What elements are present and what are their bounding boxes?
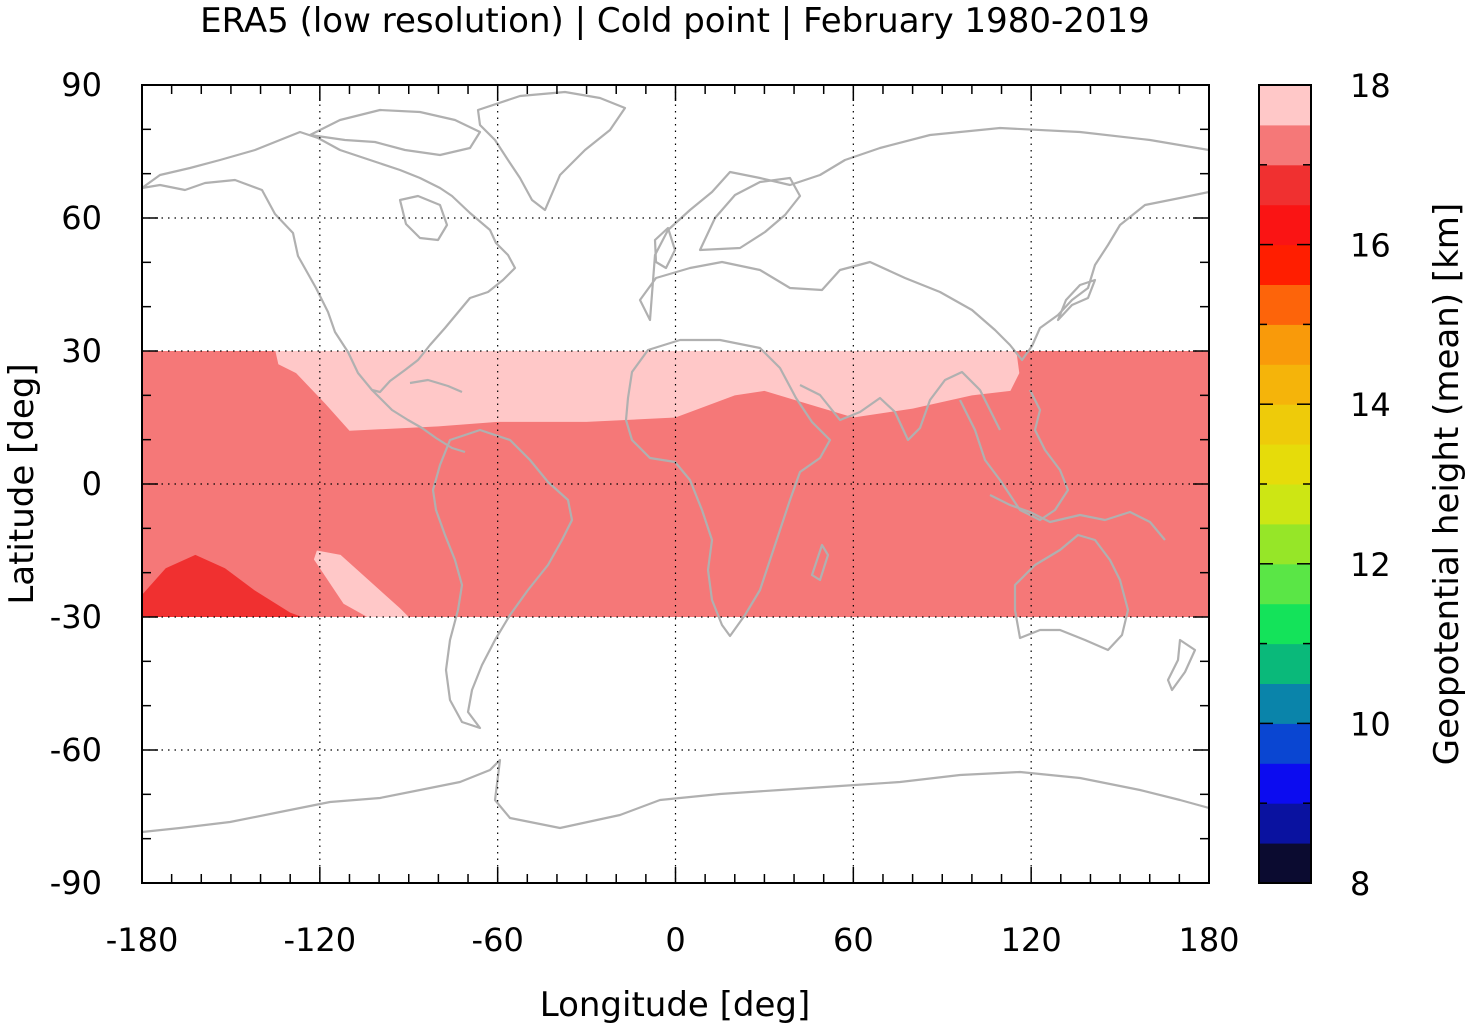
colorbar-swatch [1259,763,1311,804]
colorbar-swatch [1259,204,1311,246]
coastline-southeast-asia [959,389,1070,522]
colorbar-swatch [1259,284,1311,325]
x-tick-label: -180 [106,921,179,959]
coastline-africa [624,338,832,638]
colorbar-tick-label: 18 [1350,67,1391,105]
coastline-uk [653,226,677,270]
coastline-antarctica [142,758,1209,834]
coastline-indonesia [989,494,1166,541]
colorbar-swatch [1259,164,1311,206]
x-tick-label: -60 [472,921,524,959]
y-tick-labels: 90 60 30 0 -30 -60 -90 [50,66,102,902]
colorbar-tick-label: 14 [1350,386,1391,424]
coastline-scandinavia [698,176,802,252]
coastline-europe-asia [638,126,1209,362]
y-tick-label: 90 [61,66,102,104]
colorbar-swatch [1259,643,1311,684]
coastline-cuba [409,378,463,394]
coastline-new-zealand [1166,638,1197,692]
coastlines [142,90,1209,834]
colorbar-swatch [1259,124,1311,166]
colorbar-ticks [1259,84,1311,884]
colorbar-swatch [1259,85,1311,126]
coastline-arctic-islands [308,108,482,157]
coastline-arabia-india [799,370,1001,442]
coastline-south-america [431,428,574,730]
colorbar-tick-label: 16 [1350,227,1391,265]
x-tick-label: 180 [1178,921,1239,959]
colorbar-tick-labels: 8 10 12 14 16 18 [1350,67,1391,903]
colorbar-swatch [1259,683,1311,724]
heatmap-region-3 [142,554,303,617]
colorbar-swatch [1259,843,1311,884]
coastline-madagascar [810,543,830,582]
x-tick-labels: -180 -120 -60 0 60 120 180 [106,921,1240,959]
y-tick-label: 60 [61,199,102,237]
colorbar-label: Geopotential height (mean) [km] [1427,203,1467,765]
axis-ticks [141,84,1210,884]
coastline-north-america [142,130,517,394]
colorbar-swatch [1259,484,1311,525]
chart-title: ERA5 (low resolution) | Cold point | Feb… [200,1,1150,41]
y-axis-label: Latitude [deg] [2,363,42,604]
coastline-central-america [371,389,466,454]
colorbar [1259,85,1311,884]
colorbar-swatch [1259,444,1311,485]
x-tick-label: 60 [833,921,874,959]
y-tick-label: -60 [50,731,102,769]
coastline-greenland [476,90,627,212]
colorbar-swatch [1259,364,1311,405]
x-tick-label: 0 [665,921,685,959]
y-tick-label: -30 [50,598,102,636]
y-tick-label: 0 [82,465,102,503]
heatmap-region-2 [313,550,409,617]
colorbar-swatch [1259,244,1311,285]
colorbar-swatch [1259,723,1311,764]
colorbar-swatch [1259,404,1311,445]
y-tick-label: -90 [50,864,102,902]
colorbar-tick-label: 10 [1350,705,1391,743]
colorbar-tick-label: 12 [1350,546,1391,584]
colorbar-tick-label: 8 [1350,865,1370,903]
y-tick-label: 30 [61,332,102,370]
colorbar-swatch [1259,563,1311,605]
colorbar-swatch [1259,523,1311,565]
colorbar-swatch [1259,803,1311,844]
x-tick-label: 120 [1001,921,1062,959]
coastline-australia [1013,533,1130,652]
grid-lines [142,85,1209,883]
colorbar-swatch [1259,324,1311,365]
x-tick-label: -120 [284,921,357,959]
coastline-hudson-bay [398,194,449,242]
coastline-japan [1056,278,1097,322]
x-axis-label: Longitude [deg] [540,985,811,1025]
colorbar-swatch [1259,603,1311,645]
